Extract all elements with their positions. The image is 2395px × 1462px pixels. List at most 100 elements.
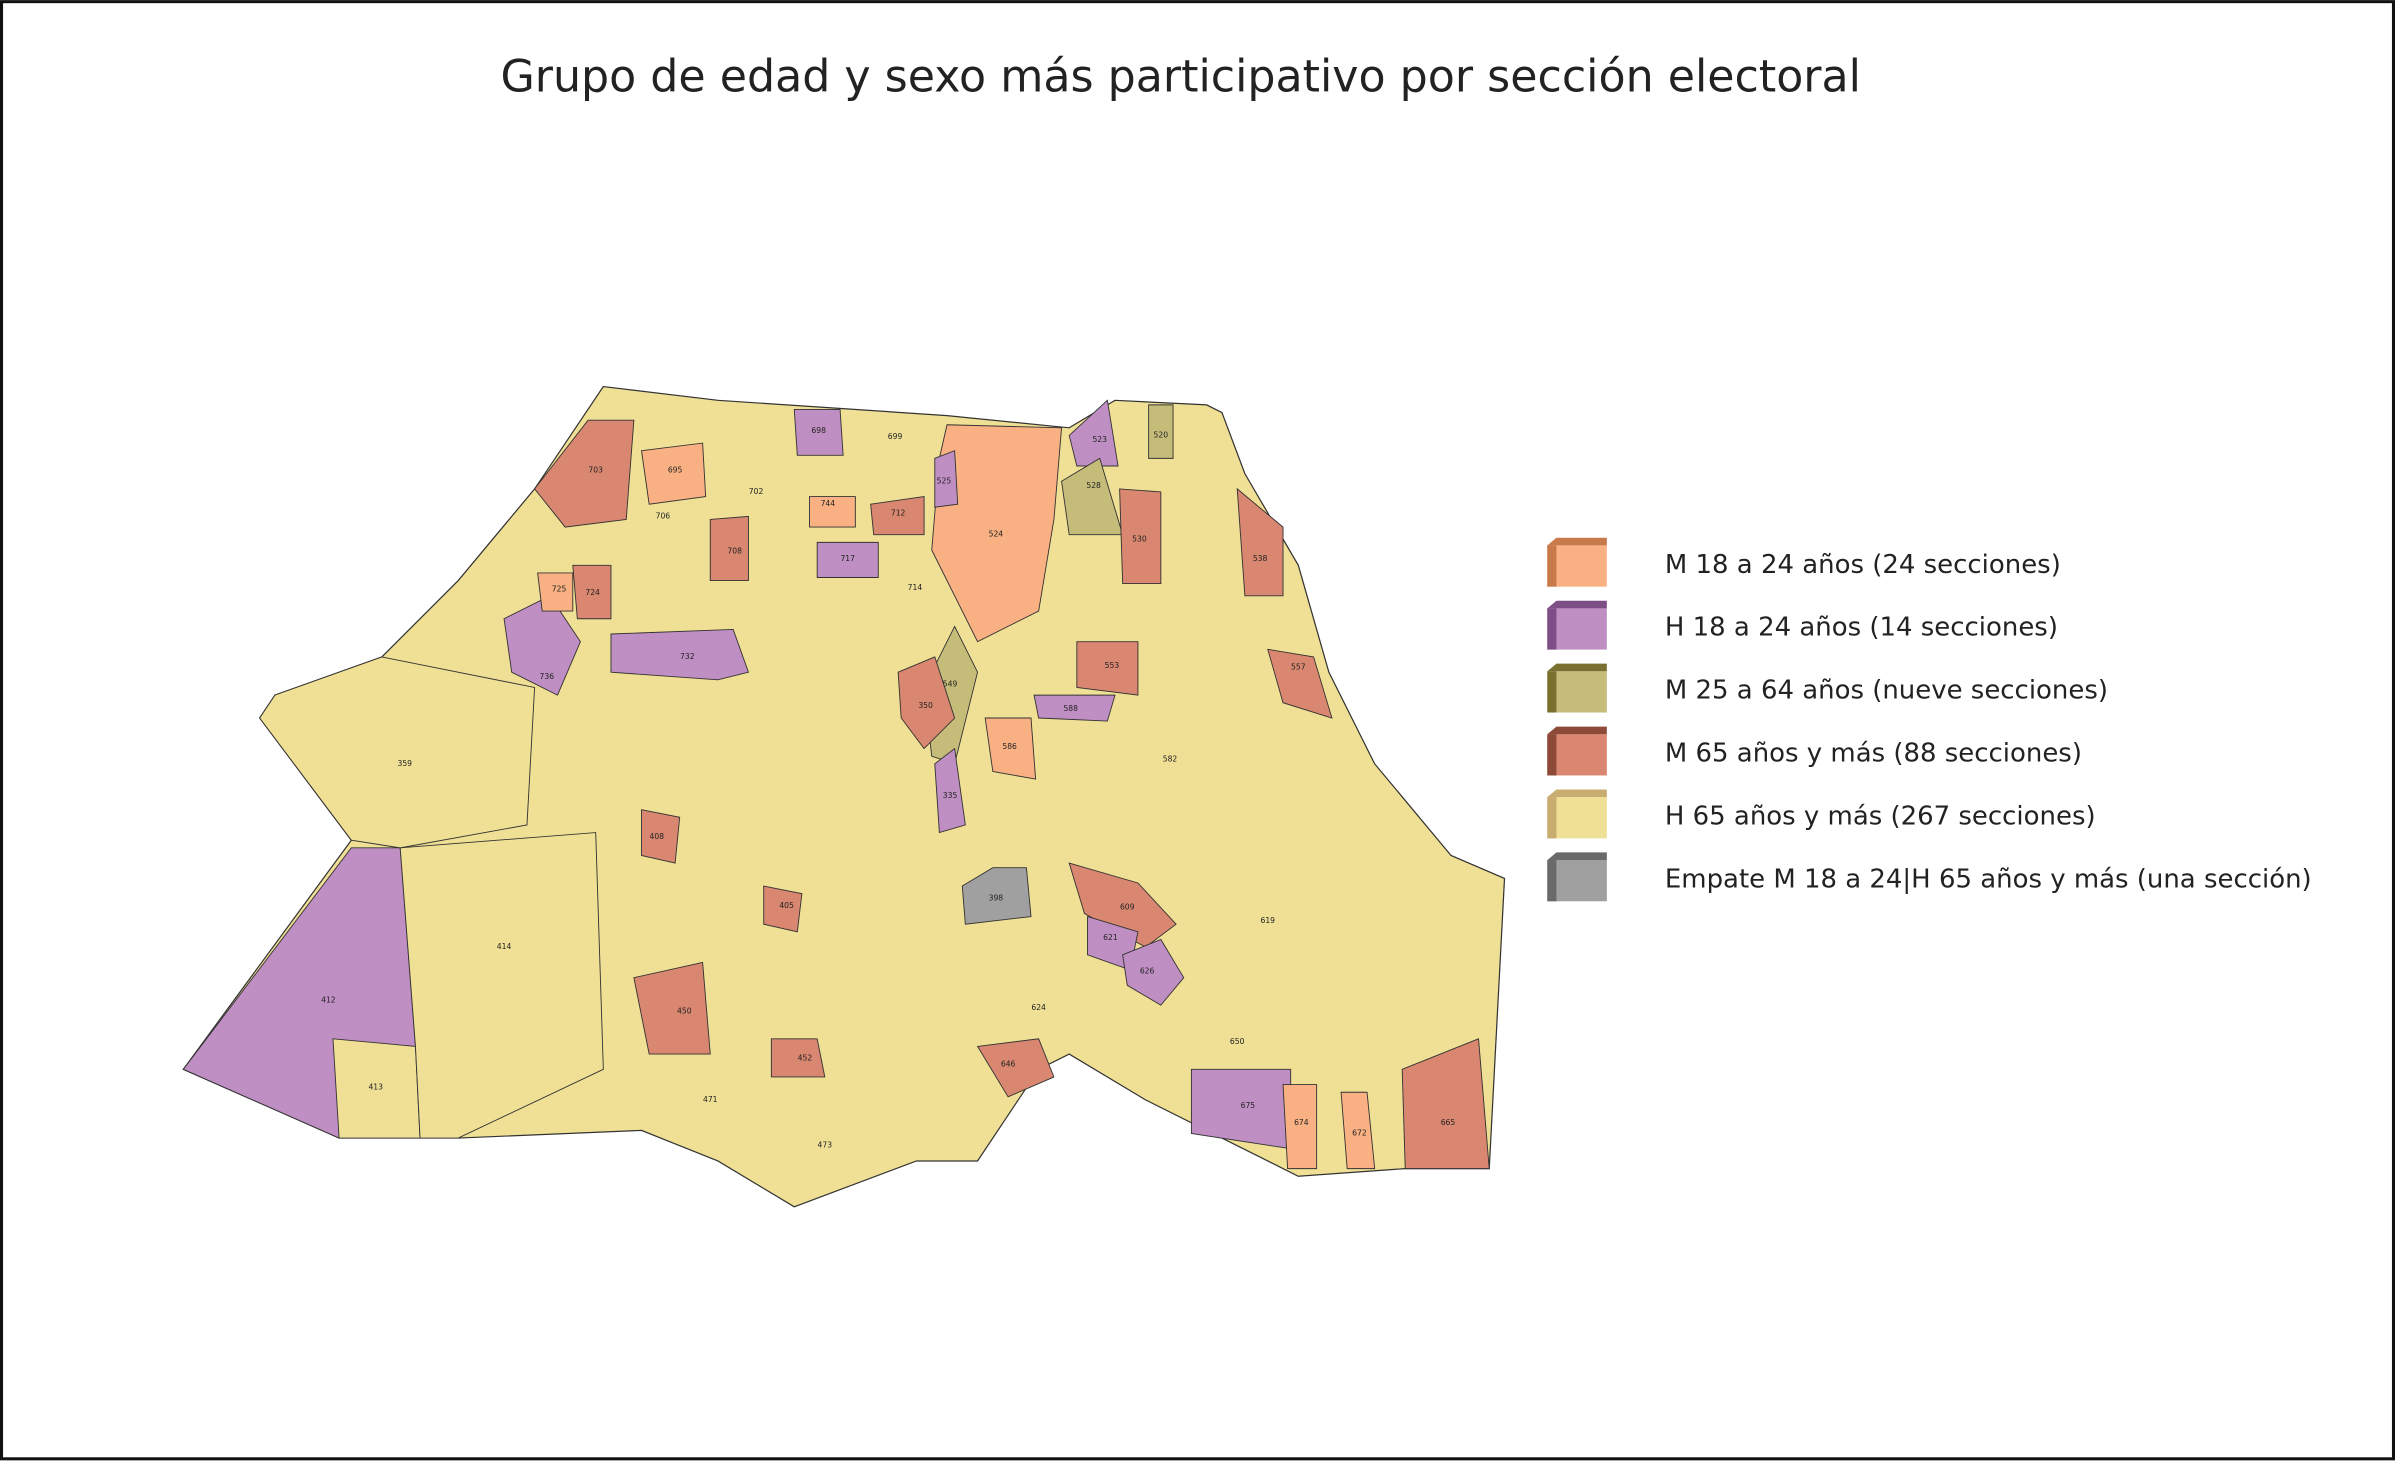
section-label: 350: [918, 701, 933, 710]
section: [709, 515, 749, 582]
section: [1236, 487, 1284, 597]
section: [1119, 488, 1162, 585]
section-label: 624: [1031, 1003, 1046, 1012]
legend-label: Empate M 18 a 24|H 65 años y más (una se…: [1665, 864, 2312, 894]
section-label: 712: [891, 508, 906, 517]
section-label: 538: [1253, 554, 1268, 563]
section: [934, 747, 966, 834]
section: [1076, 641, 1139, 696]
section-label: 471: [703, 1095, 718, 1104]
legend-swatch-top: [1547, 663, 1607, 672]
section-label: 674: [1294, 1118, 1309, 1127]
section-label: 452: [798, 1054, 813, 1063]
section-label: 413: [368, 1083, 383, 1092]
section: [770, 1038, 826, 1078]
legend-swatch-side: [1547, 608, 1557, 650]
section: [633, 961, 711, 1055]
section-label: 557: [1291, 663, 1306, 672]
section-label: 695: [668, 466, 683, 475]
section-label: 609: [1120, 902, 1135, 911]
legend: M 18 a 24 años (24 secciones) H 18 a 24 a…: [1547, 537, 2312, 902]
section-label: 520: [1154, 430, 1169, 439]
legend-label: H 18 a 24 años (14 secciones): [1665, 613, 2058, 643]
section-label: 736: [540, 672, 555, 681]
map: 412 413 414 359 524 703 695 736 732 698 717 525 523 5…: [182, 385, 1506, 1208]
section-label: 398: [989, 893, 1004, 902]
section: [259, 656, 536, 849]
section-label: 405: [779, 901, 794, 910]
section-label: 450: [677, 1006, 692, 1015]
section: [1282, 1084, 1318, 1170]
section-label: 717: [840, 554, 855, 563]
legend-swatch-side: [1547, 671, 1557, 713]
section-label: 706: [656, 511, 671, 520]
section-label: 708: [727, 547, 742, 556]
section-label: 725: [552, 585, 567, 594]
legend-label: M 18 a 24 años (24 secciones): [1665, 550, 2061, 580]
section: [870, 496, 925, 536]
section-label: 744: [821, 499, 836, 508]
section-label: 714: [908, 583, 923, 592]
section: [793, 409, 844, 456]
section: [1340, 1091, 1376, 1170]
legend-label: M 65 años y más (88 secciones): [1665, 739, 2082, 769]
section-label: 672: [1352, 1128, 1367, 1137]
section-label: 528: [1086, 481, 1101, 490]
section-label: 621: [1103, 933, 1118, 942]
section: [984, 717, 1037, 780]
section-label: 724: [585, 588, 600, 597]
section-label: 523: [1092, 435, 1107, 444]
section: [1401, 1038, 1490, 1170]
legend-swatch-side: [1547, 860, 1557, 902]
legend-swatch-top: [1547, 537, 1607, 546]
section-label: 646: [1001, 1060, 1016, 1069]
section: [610, 628, 750, 681]
section: [961, 867, 1032, 925]
legend-swatch-top: [1547, 726, 1607, 735]
section-label: 665: [1441, 1118, 1456, 1127]
legend-swatch-side: [1547, 545, 1557, 587]
section-label: 732: [680, 652, 695, 661]
section: [572, 564, 612, 620]
legend-swatch: [1547, 860, 1607, 902]
legend-swatch: [1547, 797, 1607, 839]
legend-swatch: [1547, 608, 1607, 650]
legend-swatch-top: [1547, 852, 1607, 861]
section-label: 702: [749, 487, 764, 496]
section-label: 473: [818, 1141, 833, 1150]
legend-swatch-top: [1547, 600, 1607, 609]
section: [976, 1038, 1055, 1098]
section-label: 699: [888, 432, 903, 441]
section: [1122, 938, 1185, 1006]
section: [534, 419, 635, 528]
section: [537, 572, 574, 612]
section-label: 549: [943, 679, 958, 688]
section-label: 703: [588, 466, 603, 475]
legend-swatch: [1547, 734, 1607, 776]
section-label: 524: [989, 530, 1004, 539]
legend-label: H 65 años y más (267 secciones): [1665, 801, 2096, 831]
section-label: 525: [937, 476, 952, 485]
section-label: 626: [1140, 967, 1155, 976]
section: [934, 450, 959, 508]
section-label: 414: [497, 942, 512, 951]
section: [763, 885, 803, 933]
section: [1267, 648, 1333, 719]
section-label: 335: [943, 791, 958, 800]
section-label: 412: [321, 996, 336, 1005]
legend-swatch-side: [1547, 734, 1557, 776]
legend-swatch-side: [1547, 797, 1557, 839]
section: [1068, 862, 1177, 948]
section-label: 588: [1063, 704, 1078, 713]
map-title: Grupo de edad y sexo más participativo p…: [500, 52, 1861, 103]
section-label: 675: [1241, 1101, 1256, 1110]
section: [809, 496, 856, 528]
section-label: 530: [1132, 534, 1147, 543]
section-label: 359: [397, 759, 412, 768]
section-label: 582: [1163, 754, 1178, 763]
legend-swatch: [1547, 545, 1607, 587]
section: [1148, 404, 1174, 459]
section-label: 698: [811, 426, 826, 435]
section: [641, 809, 681, 864]
